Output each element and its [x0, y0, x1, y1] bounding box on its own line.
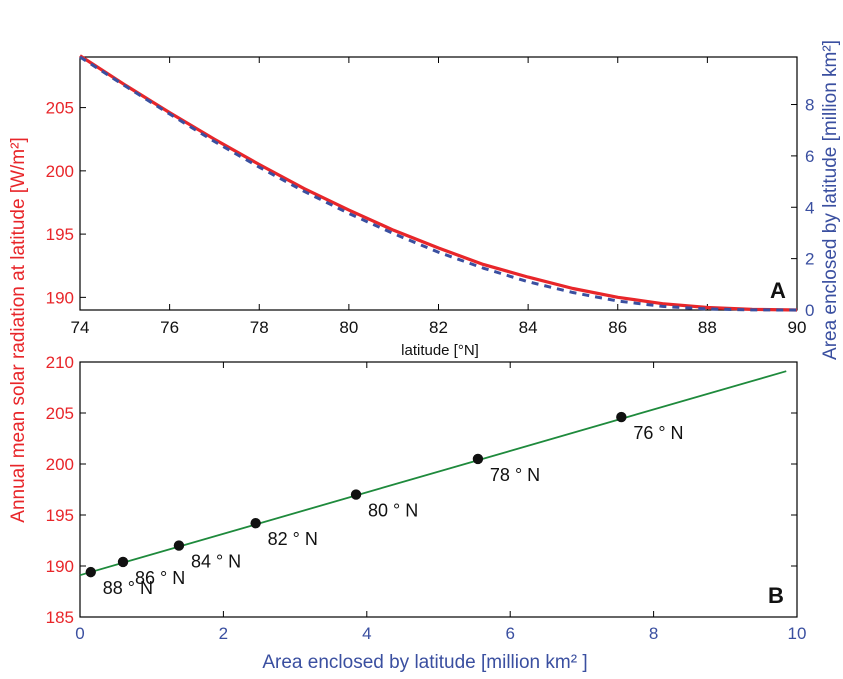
- panel-b-frame: [79, 361, 798, 618]
- panel-a-ytick-left-label: 195: [46, 225, 74, 244]
- panel-a-ytick-right-label: 6: [805, 147, 814, 166]
- panel-a-series: [79, 54, 798, 312]
- latitude-point-label: 88 ° N: [103, 578, 153, 598]
- panel-a-ytick-right-label: 0: [805, 301, 814, 320]
- panel-b-tick-labels: 0 2 4 6 8 10 185 190 195 200 205 210: [46, 353, 807, 643]
- panel-b-fit-line: [79, 370, 787, 577]
- latitude-point: [117, 556, 129, 568]
- latitude-point-label: 78 ° N: [490, 465, 540, 485]
- panel-b-xtick-label: 4: [362, 624, 371, 643]
- panel-a: 74 76 78 80 82 84 86 88 90 190 195 200 205 0 2 4 6 8 A la…: [46, 40, 841, 360]
- latitude-point-label: 80 ° N: [368, 501, 418, 521]
- panel-b-xtick-label: 8: [649, 624, 658, 643]
- panel-b-ytick-label: 205: [46, 404, 74, 423]
- panel-b-letter: B: [768, 583, 784, 608]
- panel-b-xtick-label: 2: [219, 624, 228, 643]
- panel-a-xtick-label: 76: [160, 318, 179, 337]
- panel-a-xtick-label: 78: [250, 318, 269, 337]
- panel-a-ytick-left-label: 200: [46, 162, 74, 181]
- panel-b-xtick-label: 0: [75, 624, 84, 643]
- latitude-point: [173, 540, 185, 551]
- latitude-point-label: 82 ° N: [268, 529, 318, 549]
- panel-a-ytick-right-label: 4: [805, 198, 814, 217]
- latitude-point: [85, 566, 96, 578]
- panel-b-ticks: [79, 361, 798, 618]
- panel-a-ytick-left-label: 205: [46, 99, 74, 118]
- solar-radiation-line: [79, 54, 798, 312]
- enclosed-area-line: [79, 55, 798, 312]
- panel-b: 76 ° N 78 ° N 80 ° N 82 ° N 84 ° N 86 ° N88 °…: [46, 353, 807, 673]
- panel-b-xlabel: Area enclosed by latitude [million km² ]: [262, 652, 587, 673]
- panel-b-ytick-label: 200: [46, 455, 74, 474]
- panel-a-tick-labels: 74 76 78 80 82 84 86 88 90 190 195 200 205 0 2 4 6 8: [46, 96, 815, 337]
- panel-a-ytick-right-label: 2: [805, 250, 814, 269]
- panel-a-xtick-label: 82: [429, 318, 448, 337]
- panel-a-letter: A: [770, 278, 786, 303]
- panel-a-xlabel: latitude [°N]: [401, 342, 479, 359]
- panel-b-points: 76 ° N 78 ° N 80 ° N 82 ° N 84 ° N 86 ° N88 °…: [85, 411, 684, 598]
- panel-a-frame: [79, 56, 798, 311]
- latitude-point-label: 86 ° N: [135, 568, 185, 588]
- panel-b-xtick-label: 10: [788, 624, 807, 643]
- latitude-point: [350, 489, 362, 500]
- panel-a-xtick-label: 80: [339, 318, 358, 337]
- latitude-point-label: 76 ° N: [633, 423, 683, 443]
- latitude-point: [472, 453, 484, 465]
- panel-a-ytick-left-label: 190: [46, 288, 74, 307]
- panel-b-ytick-label: 190: [46, 557, 74, 576]
- panel-a-xtick-label: 90: [788, 318, 807, 337]
- panel-b-ytick-label: 210: [46, 353, 74, 372]
- panel-b-ytick-label: 185: [46, 608, 74, 627]
- panel-a-ytick-right-label: 8: [805, 96, 814, 115]
- left-ylabel: Annual mean solar radiation at latitude …: [8, 137, 29, 522]
- panel-a-ticks: [79, 57, 798, 311]
- latitude-point: [616, 411, 627, 423]
- panel-a-xtick-label: 74: [71, 318, 90, 337]
- latitude-point-label: 84 ° N: [191, 552, 241, 572]
- panel-a-ylabel-right: Area enclosed by latitude [million km²]: [820, 40, 841, 360]
- latitude-point: [250, 517, 261, 529]
- linear-fit-line: [79, 370, 787, 577]
- panel-a-xtick-label: 86: [608, 318, 627, 337]
- panel-b-xtick-label: 6: [505, 624, 514, 643]
- panel-a-xtick-label: 88: [698, 318, 717, 337]
- panel-a-xtick-label: 84: [519, 318, 538, 337]
- panel-b-ytick-label: 195: [46, 506, 74, 525]
